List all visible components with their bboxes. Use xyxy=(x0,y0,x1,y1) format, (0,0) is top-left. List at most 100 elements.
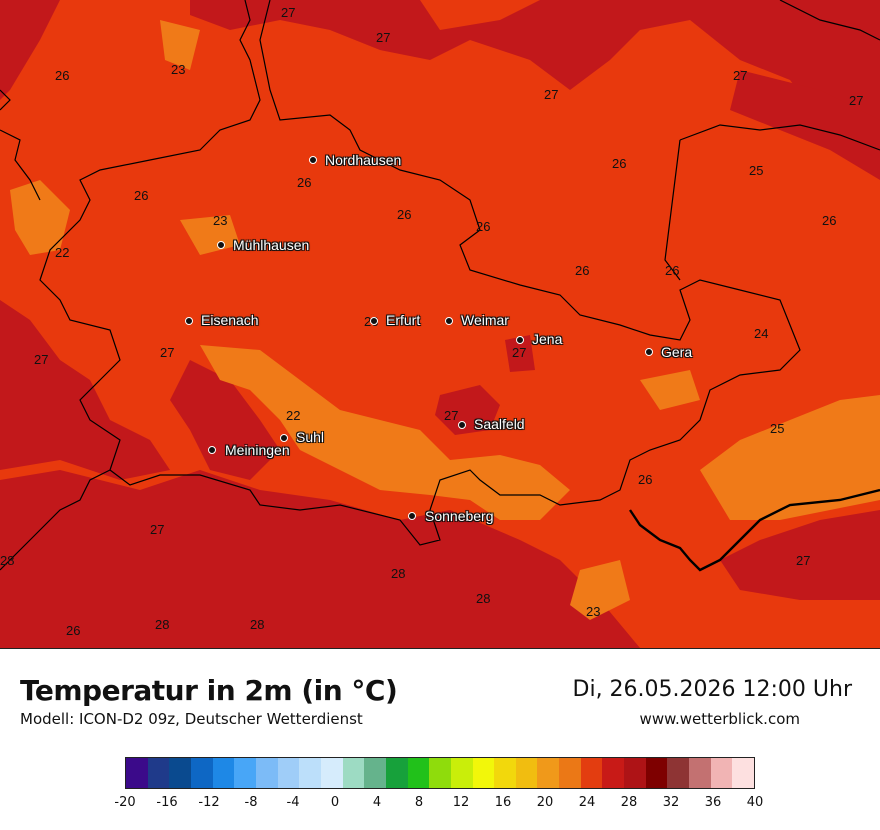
color-scale-segment xyxy=(710,758,733,788)
city-label-suhl: Suhl xyxy=(296,429,325,445)
city-label-meiningen: Meiningen xyxy=(225,442,290,458)
temp-label: 27 xyxy=(733,68,748,83)
color-scale-segment xyxy=(472,758,495,788)
city-label-sonneberg: Sonneberg xyxy=(425,508,494,524)
color-scale-tick: -8 xyxy=(244,795,258,810)
border-thuringia xyxy=(39,0,801,546)
website-link[interactable]: www.wetterblick.com xyxy=(639,710,800,728)
borders xyxy=(0,0,880,571)
color-scale-segment xyxy=(364,758,386,788)
temp-label: 26 xyxy=(575,263,590,278)
color-scale-segment xyxy=(645,758,668,788)
color-scale-segment xyxy=(580,758,603,788)
temp-label: 26 xyxy=(822,213,837,228)
map-svg xyxy=(0,0,880,648)
city-dot xyxy=(370,317,378,325)
warm-regions xyxy=(0,0,880,648)
city-label-nordhausen: Nordhausen xyxy=(325,152,402,168)
temp-label: 26 xyxy=(665,263,680,278)
color-scale-tick: 24 xyxy=(578,795,596,810)
warm-region-thuringian-forest xyxy=(170,360,280,480)
temp-label: 28 xyxy=(0,553,15,568)
border-saxony xyxy=(664,139,681,281)
temp-label: 27 xyxy=(544,87,559,102)
city-dot xyxy=(185,317,193,325)
temp-label: 22 xyxy=(55,245,70,260)
cool-regions xyxy=(10,20,880,620)
border-southwest xyxy=(0,469,111,571)
temp-label: 27 xyxy=(34,352,49,367)
temp-label: 26 xyxy=(612,156,627,171)
city-dot xyxy=(445,317,453,325)
map-title: Temperatur in 2m (in °C) xyxy=(20,674,398,707)
color-scale-tick: -20 xyxy=(114,795,136,810)
color-scale-segment xyxy=(559,758,581,788)
color-scale-segment xyxy=(450,758,473,788)
color-scale-tick: 0 xyxy=(330,795,340,810)
forecast-datetime: Di, 26.05.2026 12:00 Uhr xyxy=(572,677,852,702)
warm-region-northwest xyxy=(0,0,60,100)
color-scale-segment xyxy=(385,758,408,788)
color-scale-tick: 20 xyxy=(536,795,554,810)
color-scale-segment xyxy=(667,758,690,788)
color-scale-tick: 12 xyxy=(452,795,470,810)
color-scale-tick: 28 xyxy=(620,795,638,810)
temp-label: 28 xyxy=(155,617,170,632)
color-scale-segment xyxy=(537,758,560,788)
color-scale-segment xyxy=(320,758,343,788)
border-northwest xyxy=(0,89,11,111)
temp-label: 26 xyxy=(55,68,70,83)
border-east-inner xyxy=(679,124,880,151)
warm-region-southwest xyxy=(0,300,170,480)
color-scale-tick: 4 xyxy=(372,795,382,810)
color-scale-tick: 36 xyxy=(704,795,722,810)
color-scale-tick: 16 xyxy=(494,795,512,810)
city-dot xyxy=(309,156,317,164)
color-scale-segment xyxy=(689,758,711,788)
city-label-eisenach: Eisenach xyxy=(201,312,259,328)
color-scale-segment xyxy=(255,758,278,788)
city-dot xyxy=(516,336,524,344)
color-scale-tick: 40 xyxy=(746,795,764,810)
temp-label: 23 xyxy=(171,62,186,77)
temp-label: 26 xyxy=(297,175,312,190)
temp-label: 22 xyxy=(286,408,301,423)
city-dot xyxy=(217,241,225,249)
temp-label: 26 xyxy=(66,623,81,638)
city-dot xyxy=(280,434,288,442)
temp-label: 27 xyxy=(444,408,459,423)
color-scale-segment xyxy=(190,758,213,788)
temp-label: 26 xyxy=(638,472,653,487)
warm-region-south xyxy=(0,470,640,648)
temp-label: 24 xyxy=(754,326,769,341)
color-scale-tick: -4 xyxy=(286,795,300,810)
color-scale-tick: -16 xyxy=(156,795,178,810)
temp-label: 27 xyxy=(376,30,391,45)
temp-label: 26 xyxy=(397,207,412,222)
city-label-muehlhausen: Mühlhausen xyxy=(233,237,310,253)
color-scale-tick: 8 xyxy=(414,795,424,810)
color-scale-segment xyxy=(277,758,300,788)
temp-label: 27 xyxy=(281,5,296,20)
map-footer: Temperatur in 2m (in °C) Modell: ICON-D2… xyxy=(0,649,880,830)
cool-region-central-forest xyxy=(200,345,570,520)
color-scale-segment xyxy=(169,758,191,788)
cool-region-west xyxy=(10,180,70,255)
color-scale-tick: 32 xyxy=(662,795,680,810)
city-label-gera: Gera xyxy=(661,344,693,360)
color-scale-segment xyxy=(212,758,235,788)
temp-label: 27 xyxy=(796,553,811,568)
city-dot xyxy=(645,348,653,356)
city-label-weimar: Weimar xyxy=(461,312,509,328)
temp-label: 23 xyxy=(213,213,228,228)
color-scale-segment xyxy=(126,758,148,788)
color-scale-segment xyxy=(515,758,538,788)
temp-label: 28 xyxy=(250,617,265,632)
color-scale-segment xyxy=(342,758,365,788)
temp-label: 26 xyxy=(476,219,491,234)
temp-label: 25 xyxy=(749,163,764,178)
color-scale-segment xyxy=(429,758,451,788)
city-label-erfurt: Erfurt xyxy=(386,312,421,328)
city-dot xyxy=(208,446,216,454)
color-scale-bar xyxy=(125,757,755,789)
